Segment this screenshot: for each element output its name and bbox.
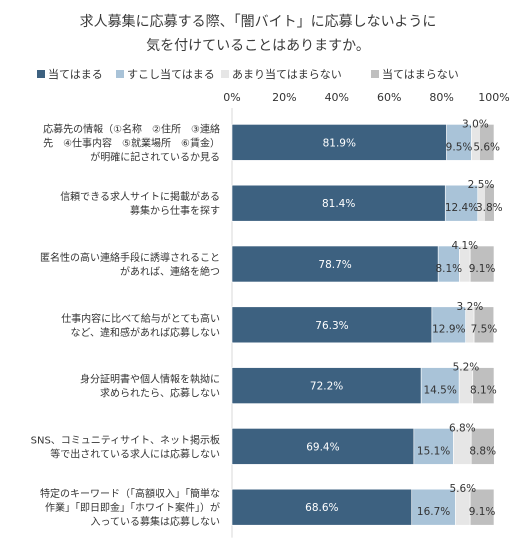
category-label: 求められたら、応募しない [100,387,220,400]
legend-label-0: 当てはまる [48,67,103,81]
bar-segment [469,488,495,526]
data-label: 5.6% [473,141,500,153]
bar-segment [231,124,447,161]
x-tick-label: 60% [377,91,401,104]
data-label: 7.5% [471,324,498,336]
category-label: 入っている募集は応募しない [91,515,221,528]
data-label: 16.7% [417,506,450,518]
data-label: 72.2% [310,381,343,393]
category-label: 等で出されている求人には応募しない [50,447,220,460]
x-tick-label: 0% [223,91,240,104]
bar-segment [470,428,495,465]
legend-label-3: 当てはまらない [382,67,459,81]
x-tick-label: 20% [272,91,296,104]
data-label: 15.1% [417,445,450,457]
legend-swatch-1 [116,70,124,78]
data-label: 5.2% [453,362,480,374]
data-label: 3.0% [462,118,489,130]
data-label: 9.1% [469,263,496,275]
bar-segment [472,367,495,404]
data-label: 4.1% [451,240,478,252]
data-label: 76.3% [315,320,348,332]
bar-segment [231,428,415,465]
data-label: 6.8% [449,422,476,434]
bar-segment [231,488,413,526]
category-label: 信頼できる求人サイトに掲載がある [60,190,220,203]
chart-title-line-0: 求人募集に応募する際、「闇バイト」に応募しないように [80,13,437,30]
category-label: 作業」「即日即金」「ホワイト案件」）が [45,501,220,514]
bar-segment [231,306,433,344]
data-label: 9.1% [469,506,496,518]
x-tick-label: 100% [478,91,509,104]
data-label: 8.1% [435,263,462,275]
x-tick-label: 40% [325,91,349,104]
category-label: SNS、コミュニティサイト、ネット掲示板 [31,433,220,446]
category-label: 身分証明書や個人情報を執拗に [80,373,220,386]
category-label: など、違和感があれば応募しない [71,326,221,339]
category-label: 特定のキーワード（「高額収入」「簡単な [40,487,220,500]
data-labels: 81.9% 9.5% 3.0% 5.6% 81.4% 12.4% 2.5% 3.8% 78.7%… [305,118,502,518]
category-label: が明確に記されているか見る [90,150,220,163]
bar-segment [231,245,439,283]
category-label: 応募先の情報（①名称 ②住所 ③連絡 [43,122,220,135]
data-label: 12.4% [445,202,478,214]
category-label: 先 ④仕事内容 ⑤就業場所 ⑥賃金） [43,136,220,149]
category-label: 募集から仕事を探す [130,204,220,217]
bars [231,124,495,526]
data-label: 3.2% [457,301,484,313]
legend-swatch-3 [371,70,379,78]
category-label: があれば、連絡を絶つ [120,265,220,278]
data-label: 2.5% [468,179,495,191]
data-label: 68.6% [305,502,338,514]
chart-title: 求人募集に応募する際、「闇バイト」に応募しないように気を付けていることはあります… [80,13,437,54]
chart-title-line-1: 気を付けていることはありますか。 [146,38,370,54]
data-label: 3.8% [476,202,503,214]
data-label: 69.4% [306,441,339,453]
bar-segment [420,367,460,404]
bar-segment [411,488,456,526]
data-label: 81.9% [323,137,356,149]
data-label: 5.6% [449,483,476,495]
data-label: 9.5% [446,141,473,153]
x-tick-label: 80% [429,91,453,104]
legend: 当てはまる すこし当てはまる あまり当てはまらない 当てはまらない [37,67,459,81]
bar-segment [469,245,495,283]
bar-segment [479,124,495,161]
bar-segment [473,306,495,344]
data-label: 81.4% [322,198,355,210]
legend-label-2: あまり当てはまらない [232,67,342,81]
data-label: 8.8% [469,445,496,457]
legend-swatch-0 [37,70,45,78]
bar-segment [444,184,479,222]
bar-segment [446,124,472,161]
data-label: 8.1% [470,385,497,397]
bar-segment [231,367,422,404]
data-label: 14.5% [423,385,456,397]
bar-segment [484,184,495,222]
x-axis: 0% 20% 40% 60% 80% 100% [223,91,510,538]
data-label: 12.9% [432,324,465,336]
legend-swatch-2 [221,70,229,78]
bar-segment [231,184,446,222]
category-label: 匿名性の高い連絡手段に誘導されること [40,251,220,264]
data-label: 78.7% [318,259,351,271]
legend-label-1: すこし当てはまる [127,67,215,81]
category-label: 仕事内容に比べて給与がとても高い [61,312,220,325]
